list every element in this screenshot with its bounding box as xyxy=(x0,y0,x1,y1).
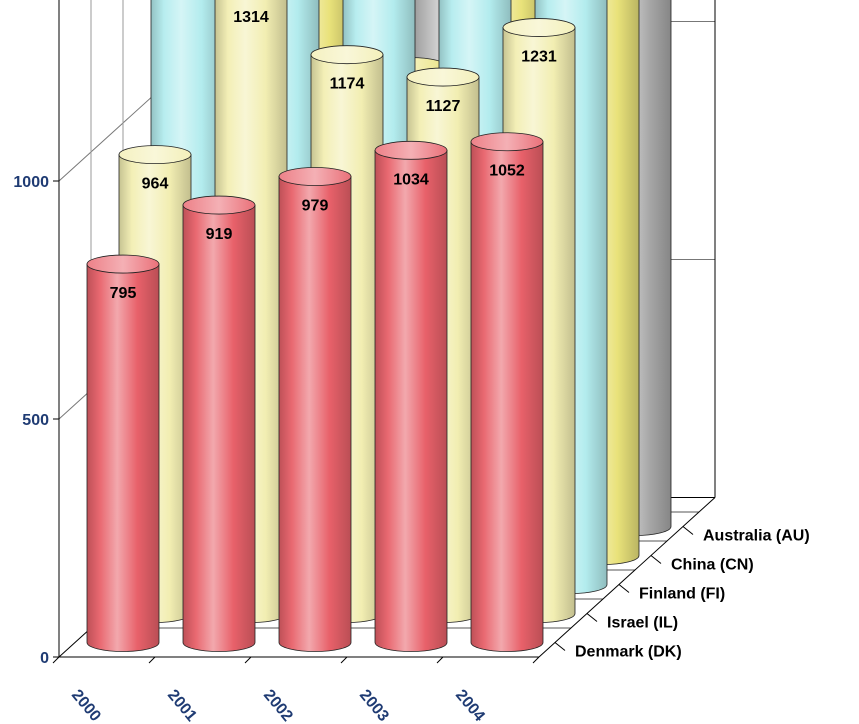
data-label: 1174 xyxy=(330,76,365,93)
cylinder-top xyxy=(374,140,448,160)
series-label: Finland (FI) xyxy=(639,586,725,603)
x-tick-label: 2000 xyxy=(68,687,104,724)
cylinder-top xyxy=(278,167,352,186)
series-label: China (CN) xyxy=(671,557,754,574)
x-tick-mark xyxy=(532,656,540,664)
cylinder-top xyxy=(470,132,544,152)
cylinder-bar: 1034 xyxy=(374,140,448,652)
data-label: 1314 xyxy=(233,9,269,26)
y-tick-label: 0 xyxy=(40,650,49,667)
data-label: 979 xyxy=(302,197,329,214)
data-label: 1052 xyxy=(489,163,525,180)
data-label: 964 xyxy=(142,176,169,193)
cylinder-body xyxy=(86,263,160,652)
cylinder-top xyxy=(406,67,480,87)
x-tick-mark xyxy=(244,656,252,664)
cylinder-bar: 795 xyxy=(86,254,160,652)
floor-right-edge xyxy=(538,497,716,658)
cylinder-bar: 919 xyxy=(182,195,256,652)
series-label: Australia (AU) xyxy=(703,528,810,545)
cylinder-top xyxy=(182,195,256,215)
data-label: 919 xyxy=(206,226,233,243)
x-tick-mark xyxy=(340,656,348,664)
series-tick-mark xyxy=(618,584,630,593)
x-tick-mark xyxy=(436,656,444,664)
x-tick-label: 2003 xyxy=(356,687,392,724)
series-label: Denmark (DK) xyxy=(575,644,682,661)
x-tick-label: 2004 xyxy=(452,687,488,724)
x-tick-label: 2002 xyxy=(260,687,296,724)
cylinder-body xyxy=(182,204,256,652)
data-label: 1127 xyxy=(426,98,461,115)
series-tick-mark xyxy=(650,555,662,564)
x-tick-mark xyxy=(148,656,156,664)
cylinder-bar: 979 xyxy=(278,167,352,652)
cylinder-bar: 1052 xyxy=(470,132,544,652)
series-label: Israel (IL) xyxy=(607,615,678,632)
data-label: 1034 xyxy=(393,171,429,188)
y-tick-label: 1000 xyxy=(13,174,49,191)
cylinder-top xyxy=(310,45,384,65)
cylinder-top xyxy=(502,18,576,37)
series-tick-mark xyxy=(554,642,566,651)
y-tick-label: 500 xyxy=(22,412,49,429)
x-tick-mark xyxy=(52,656,60,664)
data-label: 1231 xyxy=(521,49,557,66)
series-tick-mark xyxy=(586,613,598,622)
cylinder-top xyxy=(118,145,192,165)
cylinder-body xyxy=(374,149,448,652)
series-tick-mark xyxy=(682,526,694,535)
data-label: 795 xyxy=(110,285,137,302)
cylinder-body xyxy=(278,176,352,652)
cylinder-top xyxy=(86,254,160,274)
cylinder-body xyxy=(470,141,544,652)
x-tick-label: 2001 xyxy=(164,687,200,724)
